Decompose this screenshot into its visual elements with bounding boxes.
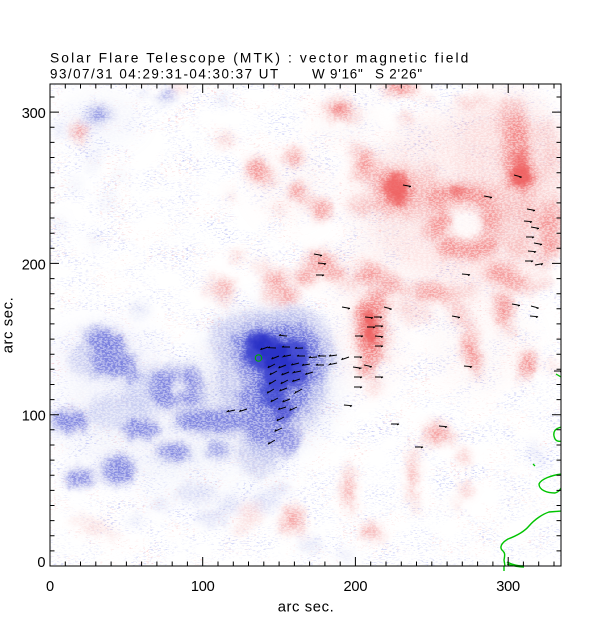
- svg-text:300: 300: [496, 579, 520, 595]
- svg-text:93/07/31 04:29:31-04:30:37 UT: 93/07/31 04:29:31-04:30:37 UT: [50, 67, 280, 82]
- svg-text:W 9'16": W 9'16": [312, 67, 364, 82]
- svg-text:Solar Flare Telescope (MTK) :: Solar Flare Telescope (MTK) : vector mag…: [50, 51, 470, 66]
- svg-text:300: 300: [22, 106, 46, 122]
- svg-text:200: 200: [22, 257, 46, 273]
- svg-text:200: 200: [344, 579, 368, 595]
- svg-text:100: 100: [22, 409, 46, 425]
- svg-text:100: 100: [191, 579, 215, 595]
- svg-text:0: 0: [37, 555, 45, 571]
- svg-text:0: 0: [46, 579, 54, 595]
- svg-text:arc sec.: arc sec.: [278, 600, 335, 616]
- svg-text:S 2'26": S 2'26": [375, 67, 423, 82]
- svg-text:arc sec.: arc sec.: [1, 297, 17, 354]
